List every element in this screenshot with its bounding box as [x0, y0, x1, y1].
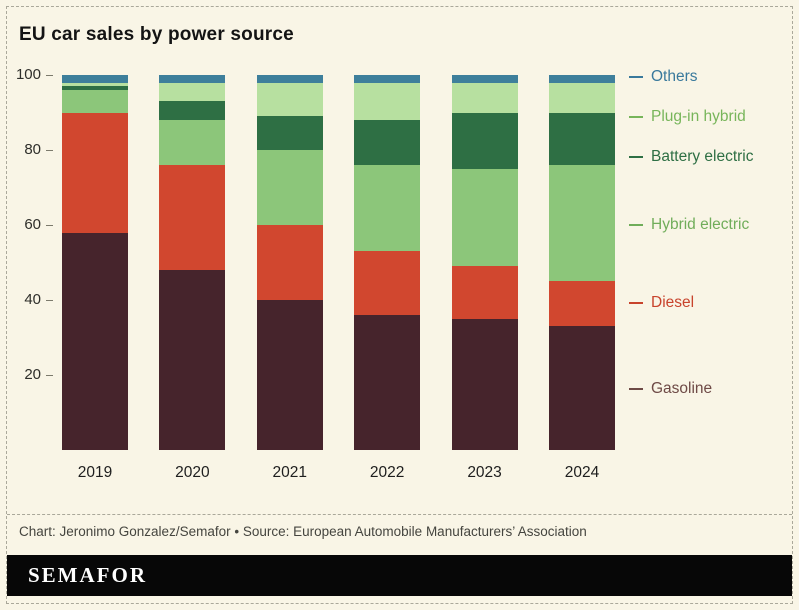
footer-divider — [7, 514, 792, 515]
bar-segment-hybrid-electric — [548, 165, 615, 282]
y-tick-mark — [46, 75, 53, 76]
bar-segment-battery-electric — [159, 101, 226, 120]
bar-segment-others — [256, 75, 323, 83]
bar-segment-others — [548, 75, 615, 83]
y-tick-label: 40 — [24, 291, 41, 308]
bar-2024 — [548, 75, 615, 450]
bar-segment-gasoline — [159, 270, 226, 450]
bar-segment-plug-in-hybrid — [451, 82, 518, 113]
bar-segment-plug-in-hybrid — [354, 82, 421, 120]
bar-segment-hybrid-electric — [256, 150, 323, 225]
bar-segment-plug-in-hybrid — [62, 82, 128, 87]
bar-segment-diesel — [354, 251, 421, 315]
bar-segment-gasoline — [256, 300, 323, 450]
x-tick-label: 2020 — [175, 464, 210, 481]
x-tick-label: 2021 — [272, 464, 308, 481]
bar-segment-others — [159, 75, 226, 83]
bar-segment-diesel — [159, 165, 226, 270]
y-tick-mark — [46, 150, 53, 151]
chart-title: EU car sales by power source — [19, 23, 294, 45]
bar-segment-gasoline — [548, 326, 615, 450]
bar-2019 — [62, 75, 128, 450]
bar-2020 — [159, 75, 226, 450]
bar-segment-battery-electric — [62, 86, 128, 90]
bar-2022 — [354, 75, 421, 450]
bar-segment-gasoline — [62, 232, 128, 450]
bar-segment-hybrid-electric — [159, 120, 226, 165]
bar-segment-battery-electric — [354, 120, 421, 165]
bar-segment-others — [451, 75, 518, 83]
x-tick-label: 2023 — [467, 464, 502, 481]
bar-segment-battery-electric — [256, 116, 323, 150]
bar-segment-diesel — [256, 225, 323, 300]
bar-segment-hybrid-electric — [451, 168, 518, 267]
bar-segment-hybrid-electric — [354, 165, 421, 252]
bar-segment-others — [354, 75, 421, 83]
brand-bar: SEMAFOR — [7, 555, 792, 596]
y-tick-label: 20 — [24, 366, 41, 383]
x-tick-label: 2019 — [77, 464, 113, 481]
bar-segment-gasoline — [451, 318, 518, 450]
x-tick-label: 2022 — [369, 464, 405, 481]
x-axis-labels: 2019 2020 2021 2022 2023 2024 — [62, 464, 615, 482]
y-tick-mark — [46, 225, 53, 226]
bar-segment-battery-electric — [548, 112, 615, 165]
bar-segment-diesel — [451, 266, 518, 319]
bar-segment-gasoline — [354, 315, 421, 450]
bar-segment-plug-in-hybrid — [548, 82, 615, 113]
bar-segment-others — [62, 75, 128, 83]
semafor-wordmark: SEMAFOR — [28, 563, 147, 587]
chart-area: 20 40 60 80 100 2019 2020 2021 2022 2023 2024 Oth… — [13, 66, 786, 503]
y-tick-label: 80 — [24, 141, 41, 158]
y-axis: 20 40 60 80 100 — [13, 66, 786, 503]
y-tick-mark — [46, 300, 53, 301]
x-tick-label: 2024 — [564, 464, 600, 481]
bar-segment-plug-in-hybrid — [159, 82, 226, 102]
bar-segment-diesel — [62, 112, 128, 233]
bar-segment-plug-in-hybrid — [256, 82, 323, 117]
bar-2021 — [256, 75, 323, 450]
plot-area — [62, 75, 615, 450]
bar-2023 — [451, 75, 518, 450]
y-tick-label: 100 — [15, 66, 41, 83]
bar-segment-hybrid-electric — [62, 90, 128, 113]
credit-line: Chart: Jeronimo Gonzalez/Semafor • Sourc… — [19, 524, 587, 539]
y-tick-label: 60 — [24, 216, 41, 233]
y-tick-mark — [46, 375, 53, 376]
bar-segment-diesel — [548, 281, 615, 327]
bar-segment-battery-electric — [451, 112, 518, 169]
